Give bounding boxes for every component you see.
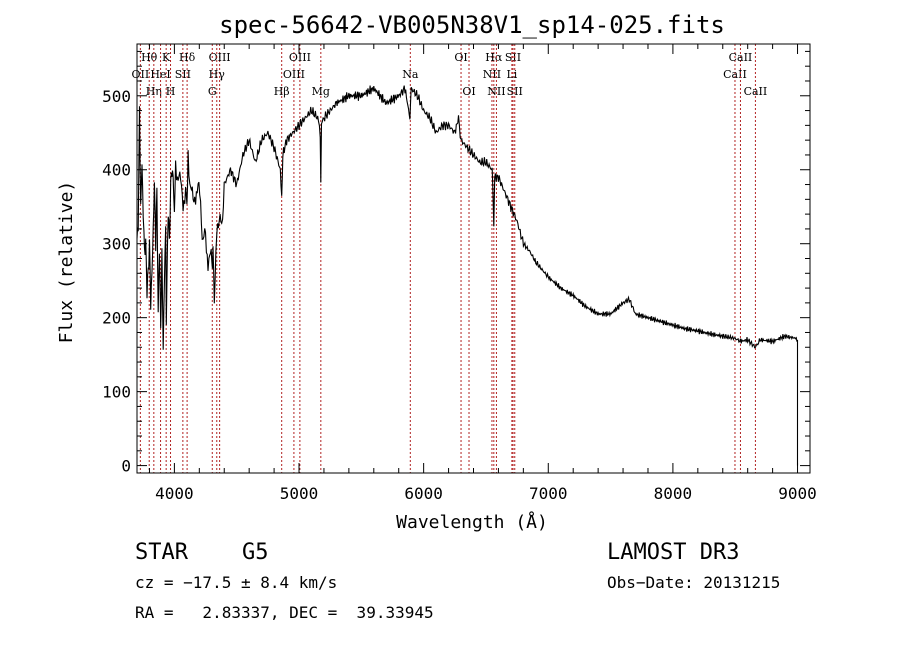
y-tick-label: 300 bbox=[102, 235, 131, 254]
line-mark-label-Ca-II-H: H bbox=[166, 85, 176, 98]
x-tick-label: 9000 bbox=[778, 484, 817, 503]
x-tick-label: 4000 bbox=[155, 484, 194, 503]
line-mark-label-H-delta: Hδ bbox=[179, 51, 196, 64]
y-tick-label: 100 bbox=[102, 383, 131, 402]
y-tick-label: 500 bbox=[102, 87, 131, 106]
x-axis-label: Wavelength (Å) bbox=[396, 511, 548, 533]
line-mark-label-H-alpha: Hα bbox=[485, 51, 503, 64]
axes-group: 4000 5000 6000 7000 8000 9000 0 100 200 300 400 500 bbox=[102, 44, 817, 503]
line-mark-label-S-II-4068: SII bbox=[175, 68, 191, 81]
line-mark-label-O-I-6364: OI bbox=[462, 85, 475, 98]
plot-frame bbox=[136, 43, 811, 474]
line-mark-label-S-II-6717: SII bbox=[505, 51, 521, 64]
line-mark-label-O-I-6300: OI bbox=[454, 51, 467, 64]
line-mark-label-He-I: HeI bbox=[150, 68, 170, 81]
line-mark-label-Ca-II-K: K bbox=[162, 51, 171, 64]
object-subclass: G5 bbox=[242, 540, 269, 565]
y-tick-label: 0 bbox=[121, 457, 131, 476]
line-marks: Hθ OII Hη K H HeI SII Hδ OIII Hγ G Hβ OIII OIII Mg Na OI… bbox=[132, 44, 768, 473]
line-mark-label-Ca-II-8542: CaII bbox=[729, 51, 753, 64]
x-tick-label: 6000 bbox=[404, 484, 443, 503]
y-tick-label: 200 bbox=[102, 309, 131, 328]
object-class: STAR bbox=[135, 540, 188, 565]
line-mark-label-Ca-II-8662: CaII bbox=[744, 85, 768, 98]
line-mark-label-O-III-5007: OIII bbox=[289, 51, 311, 64]
y-axis-label: Flux (relative) bbox=[56, 181, 77, 344]
series-group bbox=[136, 85, 799, 466]
line-mark-label-H-theta: Hθ bbox=[141, 51, 158, 64]
x-tick-label: 8000 bbox=[654, 484, 693, 503]
line-mark-label-N-II-6548: NII bbox=[483, 68, 501, 81]
survey-name: LAMOST DR3 bbox=[607, 540, 740, 565]
coordinates: RA = 2.83337, DEC = 39.33945 bbox=[135, 603, 434, 622]
x-tick-label: 7000 bbox=[529, 484, 568, 503]
line-mark-label-O-III-4959: OIII bbox=[283, 68, 305, 81]
line-mark-label-Li: Li bbox=[506, 68, 517, 81]
line-mark-label-H-eta: Hη bbox=[146, 85, 162, 98]
y-tick-label: 400 bbox=[102, 161, 131, 180]
line-mark-label-S-II-6731: SII bbox=[507, 85, 523, 98]
line-mark-label-Na: Na bbox=[402, 68, 419, 81]
line-mark-label-H-gamma: Hγ bbox=[209, 68, 226, 81]
line-mark-label-O-III-4363: OIII bbox=[209, 51, 231, 64]
redshift-velocity: cz = −17.5 ± 8.4 km/s bbox=[135, 573, 338, 592]
line-mark-label-H-beta: Hβ bbox=[274, 85, 290, 98]
line-mark-label-Mg: Mg bbox=[312, 85, 330, 98]
line-mark-label-Ca-II-8498: CaII bbox=[723, 68, 747, 81]
series-line-spectrum bbox=[136, 85, 799, 466]
line-mark-label-O-II: OII bbox=[132, 68, 150, 81]
x-tick-label: 5000 bbox=[280, 484, 319, 503]
chart-title: spec-56642-VB005N38V1_sp14-025.fits bbox=[219, 11, 725, 39]
observation-date: Obs−Date: 20131215 bbox=[607, 573, 781, 592]
line-mark-label-G-band: G bbox=[208, 85, 217, 98]
line-mark-label-N-II-6584: NII bbox=[487, 85, 505, 98]
